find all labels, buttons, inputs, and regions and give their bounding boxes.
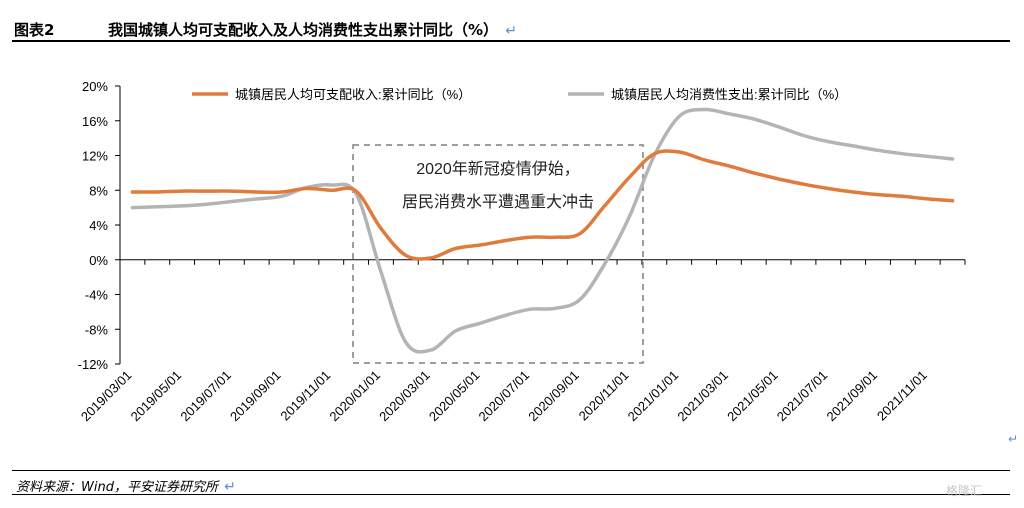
- x-tick-label: 2020/05/01: [426, 368, 483, 425]
- figure-footer: 资料来源：Wind，平安证券研究所 ↵: [12, 470, 1012, 500]
- y-tick-label: 20%: [82, 79, 108, 94]
- chart-axes: -12%-8%-4%0%4%8%12%16%20%2019/03/012019/…: [78, 79, 966, 425]
- annotation-box: [352, 144, 644, 364]
- figure-title-text: 我国城镇人均可支配收入及人均消费性支出累计同比（%）: [108, 21, 499, 39]
- footer-bottom-rule: [12, 494, 1010, 495]
- legend-label: 城镇居民人均可支配收入:累计同比（%）: [235, 87, 471, 102]
- chart-area: -12% -8% -4% 0% 4% 8% 12% 16% 20% 2019/03/01 2019/…: [12, 44, 1012, 464]
- chart-legend: 城镇居民人均可支配收入:累计同比（%） 城镇居民人均消费性支出:累计同比（%）: [192, 87, 847, 102]
- x-tick-label: 2020/09/01: [525, 368, 582, 425]
- x-tick-label: 2019/09/01: [227, 368, 284, 425]
- return-mark-icon: ↵: [1008, 432, 1019, 446]
- x-tick-label: 2021/11/01: [874, 368, 930, 424]
- expenditure-series-line: [130, 107, 955, 354]
- x-tick-label: 2021/03/01: [674, 368, 731, 425]
- return-mark-icon: ↵: [224, 479, 236, 495]
- x-tick-label: 2021/09/01: [824, 368, 881, 425]
- covid-annotation: 2020年新冠疫情伊始， 居民消费水平遭遇重大冲击: [352, 144, 644, 364]
- figure-header: 图表2 我国城镇人均可支配收入及人均消费性支出累计同比（%） ↵: [12, 10, 1012, 44]
- x-tick-label: 2020/07/01: [476, 368, 533, 425]
- source-text: 资料来源：Wind，平安证券研究所: [16, 480, 218, 495]
- x-tick-label: 2019/11/01: [277, 368, 333, 424]
- y-tick-label: -4%: [85, 288, 109, 303]
- annotation-line-2: 居民消费水平遭遇重大冲击: [402, 193, 594, 211]
- x-tick-label: 2019/05/01: [128, 368, 185, 425]
- footer-rule: [12, 470, 1010, 471]
- legend-label: 城镇居民人均消费性支出:累计同比（%）: [611, 87, 847, 102]
- x-tick-label: 2019/07/01: [177, 368, 234, 425]
- x-tick-label: 2020/03/01: [376, 368, 433, 425]
- y-tick-label: -8%: [85, 322, 109, 337]
- header-rule: [12, 40, 1010, 42]
- y-tick-label: 12%: [82, 149, 108, 164]
- x-tick-label: 2020/01/01: [326, 368, 383, 425]
- income-series-line: [130, 149, 955, 261]
- return-mark-icon: ↵: [505, 23, 518, 39]
- source-note: 资料来源：Wind，平安证券研究所 ↵: [16, 476, 236, 495]
- y-tick-label: 4%: [89, 218, 108, 233]
- figure-label: 图表2: [14, 21, 55, 39]
- x-tick-label: 2021/07/01: [774, 368, 831, 425]
- figure-title: 我国城镇人均可支配收入及人均消费性支出累计同比（%） ↵: [108, 19, 517, 40]
- chart-series: [130, 107, 955, 354]
- annotation-line-1: 2020年新冠疫情伊始，: [416, 160, 580, 178]
- watermark-logo: 格隆汇: [946, 484, 983, 498]
- y-tick-label: -12%: [78, 357, 109, 372]
- x-tick-label: 2019/03/01: [78, 368, 135, 425]
- y-tick-label: 8%: [89, 183, 108, 198]
- y-tick-label: 16%: [82, 114, 108, 129]
- line-chart: -12%-8%-4%0%4%8%12%16%20%2019/03/012019/…: [78, 79, 966, 425]
- x-tick-label: 2021/05/01: [724, 368, 781, 425]
- y-tick-label: 0%: [89, 253, 108, 268]
- x-tick-label: 2020/11/01: [576, 368, 632, 424]
- x-tick-label: 2021/01/01: [625, 368, 682, 425]
